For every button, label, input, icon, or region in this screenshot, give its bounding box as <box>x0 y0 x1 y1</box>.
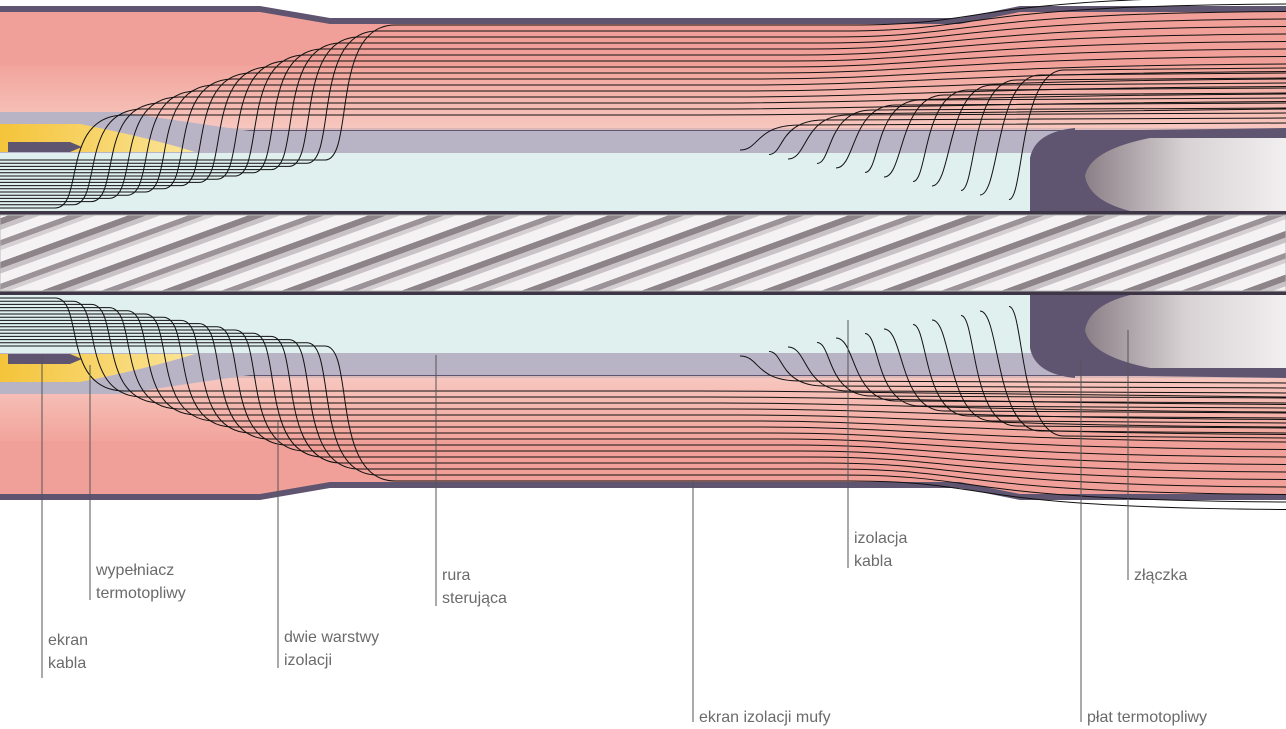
label: izolacji <box>284 652 332 669</box>
label: ekran izolacji mufy <box>699 709 831 726</box>
conductor <box>0 215 1286 291</box>
label: wypełniacz <box>95 562 174 579</box>
diagram-top-half <box>0 0 1286 217</box>
label: termotopliwy <box>96 585 186 602</box>
diagram-bottom-half <box>0 289 1286 510</box>
label: złączka <box>1134 567 1187 584</box>
labels: ekran kabla wypełniacz termotopliwy dwie… <box>41 320 1207 726</box>
label: płat termotopliwy <box>1087 709 1207 726</box>
label: sterująca <box>442 590 507 607</box>
label: izolacja <box>854 530 907 547</box>
label: kabla <box>854 553 892 570</box>
label: rura <box>442 567 471 584</box>
label: dwie warstwy <box>284 629 379 646</box>
conductor-outline <box>0 214 1286 292</box>
label: ekran <box>48 632 88 649</box>
label: kabla <box>48 655 86 672</box>
